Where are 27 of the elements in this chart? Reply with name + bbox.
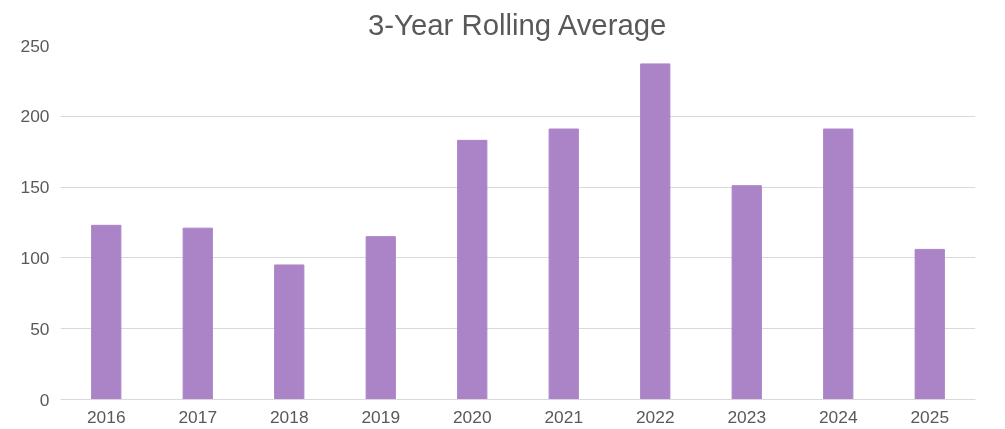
- y-tick-label: 50: [30, 318, 50, 339]
- bar: [182, 227, 213, 400]
- x-tick-label: 2017: [178, 406, 218, 427]
- x-tick-label: 2018: [269, 406, 309, 427]
- x-tick-label: 2021: [544, 406, 584, 427]
- y-tick-label: 200: [20, 106, 50, 127]
- bar: [91, 224, 122, 400]
- x-tick-label: 2024: [818, 406, 858, 427]
- x-tick-label: 2022: [635, 406, 675, 427]
- x-tick-label: 2025: [910, 406, 950, 427]
- bar: [914, 248, 945, 400]
- chart-title: 3-Year Rolling Average: [368, 7, 667, 41]
- bar: [823, 128, 854, 400]
- y-tick-label: 150: [20, 177, 50, 198]
- x-tick-label: 2019: [361, 406, 401, 427]
- y-tick-label: 100: [20, 247, 50, 268]
- y-tick-label: 250: [20, 35, 50, 56]
- x-tick-label: 2016: [86, 406, 126, 427]
- bar: [457, 139, 488, 400]
- x-tick-label: 2023: [727, 406, 767, 427]
- bar: [731, 185, 762, 400]
- y-tick-label: 0: [39, 389, 50, 410]
- x-tick-label: 2020: [452, 406, 492, 427]
- bar: [365, 236, 396, 400]
- bar: [640, 63, 671, 400]
- bar: [548, 128, 579, 400]
- bar: [274, 264, 305, 400]
